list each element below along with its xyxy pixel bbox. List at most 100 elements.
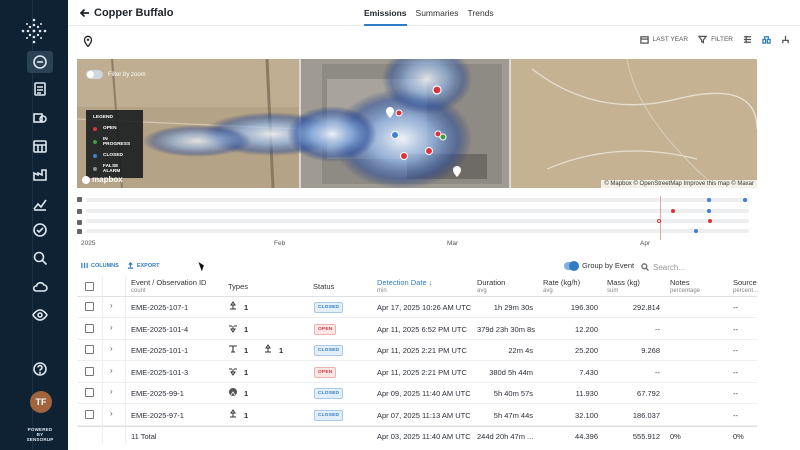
select-all-checkbox[interactable] (85, 282, 94, 291)
column-header-types[interactable]: Types (228, 282, 248, 291)
event-id[interactable]: EME-2025-107-1 (131, 303, 189, 312)
sidebar-item-view[interactable] (29, 304, 51, 326)
column-header-duration[interactable]: Duration avg (477, 278, 505, 296)
toggle-switch[interactable] (564, 260, 579, 271)
table-row[interactable]: › EME-2025-101-3 1 OPEN Apr 11, 2025 2:21 PM… (77, 362, 757, 383)
table-row[interactable]: › EME-2025-97-1 1 CLOSED Apr 07, 2025 11:13 … (77, 405, 757, 426)
timeline-event-dot[interactable] (694, 229, 698, 233)
map-attribution[interactable]: © Mapbox © OpenStreetMap Improve this ma… (601, 180, 757, 188)
event-id[interactable]: EME-2025-101-3 (131, 367, 189, 377)
tab-trends[interactable]: Trends (467, 8, 494, 18)
filter-button[interactable]: FILTER (698, 35, 733, 44)
sidebar-item-reports[interactable] (29, 78, 51, 100)
group-by-event-toggle[interactable]: Group by Event (564, 260, 634, 271)
timeline-event-dot[interactable] (671, 209, 675, 213)
row-checkbox[interactable] (85, 409, 94, 419)
event-id[interactable]: EME-2025-101-4 (131, 324, 189, 334)
table-row[interactable]: › EME-2025-107-1 1 CLOSED Apr 17, 2025 10:26… (77, 297, 757, 318)
event-id[interactable]: EME-2025-101-1 (131, 346, 189, 355)
mass: -- (655, 367, 660, 377)
sidebar-item-search[interactable] (29, 247, 51, 269)
event-id[interactable]: EME-2025-99-1 (131, 389, 184, 398)
timeline-axis-label: Apr (640, 240, 651, 247)
column-header-id[interactable]: Event / Observation ID count (131, 278, 206, 296)
hierarchy-view-icon[interactable] (781, 35, 790, 44)
total-count: 11 Total (131, 432, 157, 441)
table-row[interactable]: › EME-2025-99-1 1 CLOSED Apr 09, 2025 11:40 … (77, 383, 757, 404)
sidebar-item-analytics[interactable] (29, 193, 51, 215)
column-header-rate[interactable]: Rate (kg/h) avg (543, 278, 580, 296)
location-pin-icon[interactable] (83, 35, 93, 47)
timeline-event-dot[interactable] (707, 198, 711, 202)
search-input[interactable]: Search... (641, 260, 761, 274)
sidebar-item-assets[interactable] (29, 107, 51, 129)
date-range-button[interactable]: LAST YEAR (639, 35, 688, 44)
export-icon (127, 262, 133, 269)
expand-chevron-icon[interactable]: › (110, 408, 113, 418)
satellite-icon (228, 408, 238, 419)
row-checkbox[interactable] (85, 388, 94, 397)
table-row[interactable]: › EME-2025-101-1 1 1 CLOSED Apr 11, 2025 2:21… (77, 340, 757, 361)
row-checkbox[interactable] (85, 302, 94, 311)
column-header-label: Mass (kg) (607, 278, 640, 287)
satellite-icon (77, 197, 82, 202)
detection-date: Apr 17, 2025 10:26 AM UTC (377, 303, 472, 312)
toggle-switch[interactable] (86, 70, 103, 79)
sidebar-item-facilities[interactable] (29, 163, 51, 185)
column-header-status[interactable]: Status (313, 282, 334, 291)
column-header-source[interactable]: Source percent... (733, 278, 758, 296)
columns-button[interactable]: COLUMNS (81, 262, 119, 269)
sidebar-item-calendar[interactable] (29, 135, 51, 157)
map-marker-open[interactable] (395, 109, 403, 117)
row-checkbox[interactable] (85, 323, 94, 333)
column-header-detection-date[interactable]: Detection Date ↓ min (377, 278, 432, 296)
map-marker-in-progress[interactable] (439, 133, 447, 141)
timeline-event-dot[interactable] (707, 209, 711, 213)
avatar[interactable]: TF (30, 391, 52, 413)
sidebar-item-help[interactable] (29, 358, 51, 380)
map-marker-open[interactable] (400, 152, 408, 160)
detection-date: Apr 11, 2025 2:21 PM UTC (377, 367, 467, 377)
column-header-mass[interactable]: Mass (kg) sum (607, 278, 640, 296)
tab-emissions[interactable]: Emissions (364, 0, 407, 26)
source: -- (733, 389, 738, 398)
map-marker-open[interactable] (425, 147, 433, 155)
expand-chevron-icon[interactable]: › (110, 301, 113, 310)
mass: 292.814 (632, 303, 660, 312)
column-header-notes[interactable]: Notes percentage (670, 278, 700, 296)
emissions-map[interactable]: Filter by zoom LEGEND OPEN IN PROGRESS C… (77, 59, 757, 188)
table-row[interactable]: › EME-2025-101-4 1 OPEN Apr 11, 2025 6:52 PM… (77, 319, 757, 340)
timeline-event-dot[interactable] (708, 219, 712, 223)
map-marker-open[interactable] (434, 130, 442, 138)
sidebar-item-cloud[interactable] (29, 276, 51, 298)
column-header-label: Source (733, 278, 757, 287)
event-timeline[interactable]: 2025 Feb Mar Apr (77, 196, 757, 248)
timeline-event-dot[interactable] (657, 219, 661, 223)
tab-summaries[interactable]: Summaries (415, 8, 459, 18)
map-marker-closed[interactable] (391, 131, 399, 139)
calendar-icon (639, 36, 649, 44)
map-marker-open[interactable] (432, 85, 442, 95)
sidebar-item-tasks[interactable] (29, 219, 51, 241)
expand-chevron-icon[interactable]: › (110, 322, 113, 332)
map-view-icon[interactable] (762, 35, 771, 44)
rate: 196.300 (570, 303, 598, 312)
map-pin-icon[interactable] (453, 166, 461, 177)
expand-chevron-icon[interactable]: › (110, 387, 113, 396)
filter-by-zoom-toggle[interactable]: Filter by zoom (86, 70, 146, 79)
timeline-track (86, 229, 749, 233)
row-checkbox[interactable] (85, 366, 94, 376)
back-button[interactable]: Copper Buffalo (80, 7, 173, 19)
expand-chevron-icon[interactable]: › (110, 365, 113, 375)
event-id[interactable]: EME-2025-97-1 (131, 410, 184, 420)
table-view-icon[interactable] (743, 35, 752, 44)
app-logo-icon[interactable] (21, 18, 47, 44)
sidebar-item-emissions[interactable] (29, 51, 51, 73)
page-header: Copper Buffalo Emissions Summaries Trend… (68, 0, 800, 26)
map-pin-icon[interactable] (386, 107, 394, 118)
brand-name: SENSORUP (26, 437, 54, 442)
timeline-event-dot[interactable] (743, 198, 747, 202)
export-button[interactable]: EXPORT (127, 262, 159, 269)
expand-chevron-icon[interactable]: › (110, 344, 113, 353)
row-checkbox[interactable] (85, 345, 94, 354)
